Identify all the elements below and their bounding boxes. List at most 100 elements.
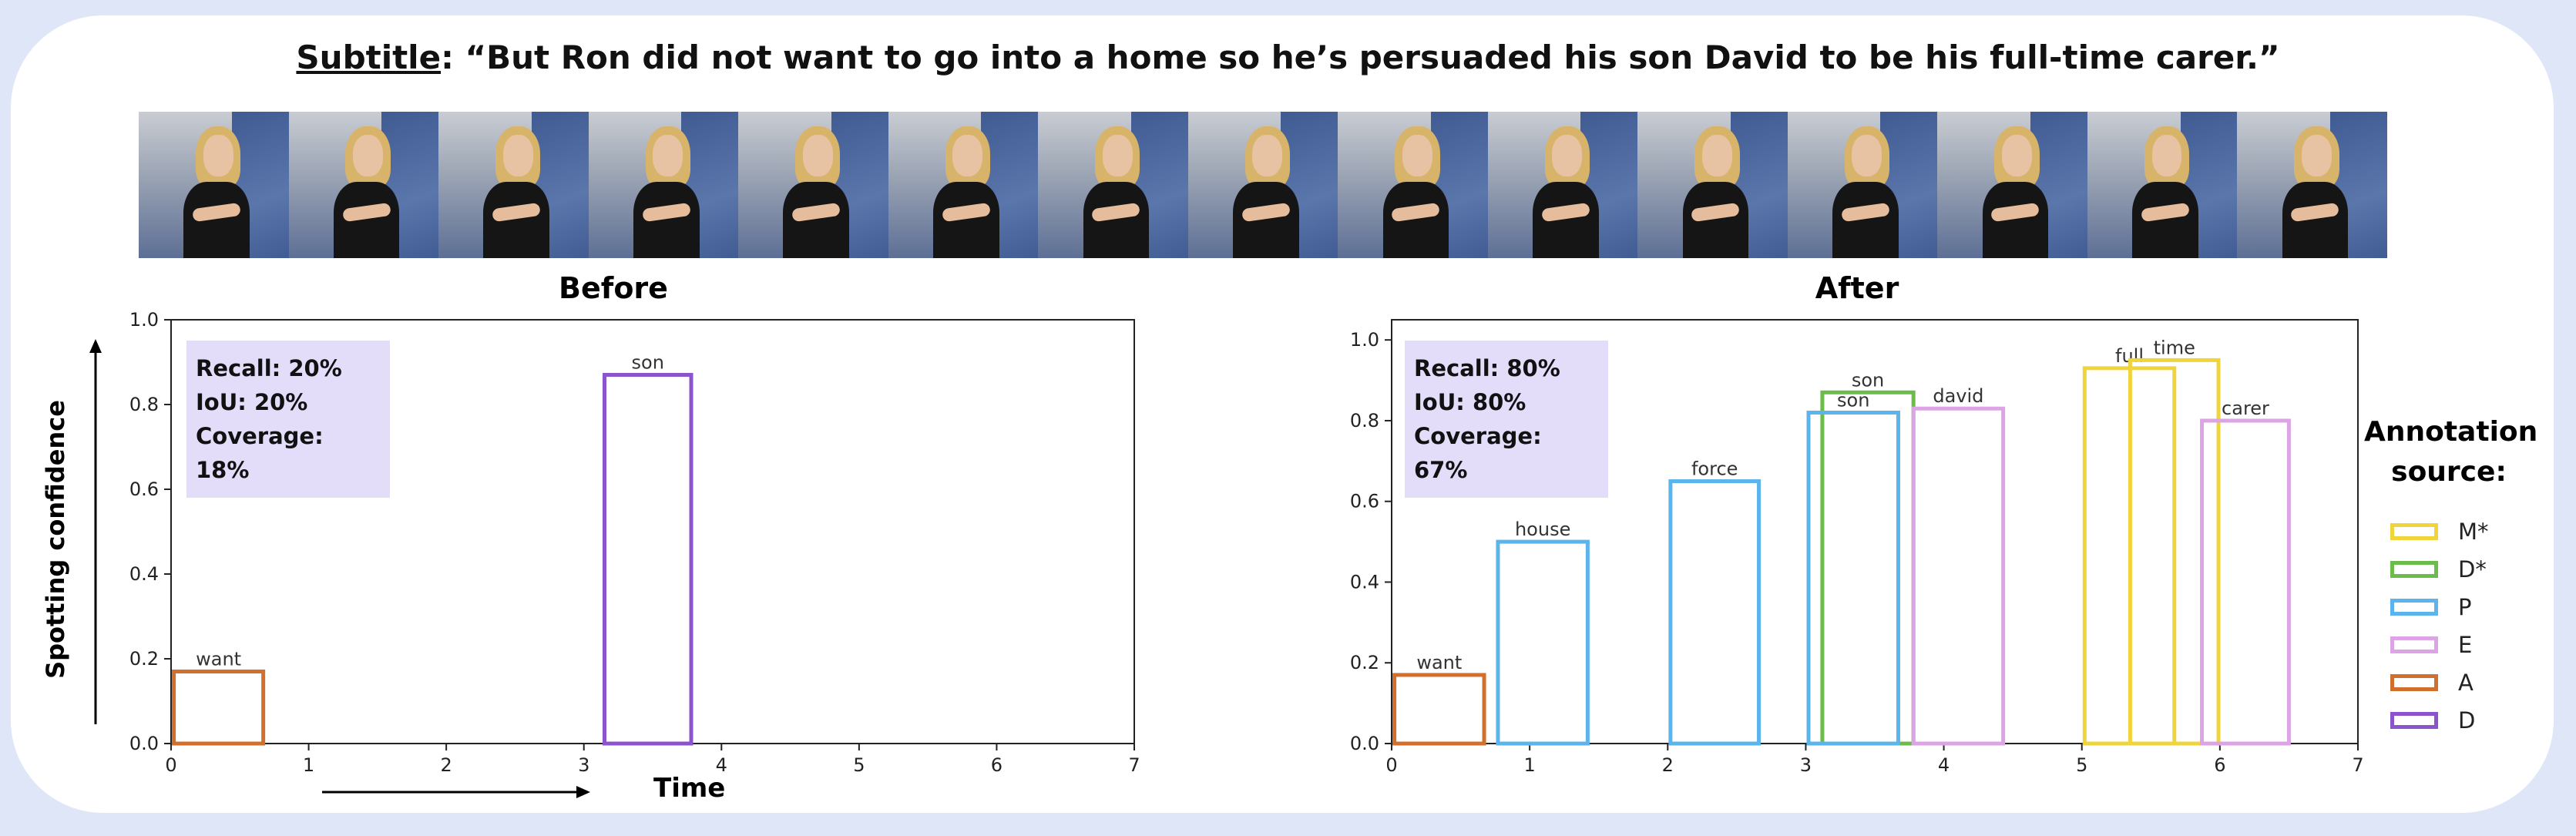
after-bar-force [1668, 479, 1762, 746]
after-x-tick-label: 1 [1524, 754, 1536, 776]
video-frame [738, 112, 888, 258]
legend-swatch [2390, 522, 2438, 540]
after-bar-son [1806, 410, 1900, 746]
after-y-tick-label: 1.0 [1350, 329, 1379, 351]
legend-item: A [2390, 663, 2489, 701]
after-x-tick-label: 3 [1800, 754, 1812, 776]
before-iou: IoU: 20% [196, 389, 308, 415]
after-bar-label: son [1837, 389, 1869, 411]
after-y-tick-label: 0.6 [1350, 491, 1379, 512]
video-frame-strip [139, 112, 2387, 258]
legend-label: E [2458, 631, 2473, 658]
after-bar-label: want [1416, 652, 1462, 673]
after-bar-label: force [1691, 458, 1738, 480]
before-x-tick-label: 7 [1128, 754, 1140, 776]
video-frame [888, 112, 1039, 258]
video-frame [588, 112, 739, 258]
after-bar-label: carer [2222, 398, 2269, 419]
legend-item: E [2390, 626, 2489, 663]
video-frame [1487, 112, 1638, 258]
legend-title: Annotation source: [2364, 416, 2538, 488]
video-frame [1937, 112, 2087, 258]
before-x-tick-label: 1 [303, 754, 314, 776]
legend-label: D [2458, 707, 2476, 734]
time-arrowhead [576, 786, 590, 798]
after-bar-david [1911, 406, 2006, 746]
after-x-tick-label: 2 [1662, 754, 1674, 776]
after-panel-title: After [1815, 271, 1899, 305]
video-frame [1038, 112, 1188, 258]
legend-item: M* [2390, 512, 2489, 550]
after-x-tick-label: 0 [1385, 754, 1397, 776]
video-frame [2087, 112, 2238, 258]
video-frame [1637, 112, 1788, 258]
video-frame [288, 112, 439, 258]
after-bar-time [2128, 358, 2221, 746]
subtitle-text: : “But Ron did not want to go into a hom… [441, 39, 2280, 76]
after-bar-label: david [1933, 385, 1983, 407]
legend-swatch [2390, 673, 2438, 691]
before-recall: Recall: 20% [196, 355, 342, 381]
legend-item: D* [2390, 550, 2489, 588]
legend: M* D* P E A D [2390, 512, 2489, 739]
legend-swatch [2390, 636, 2438, 653]
video-frame [438, 112, 589, 258]
after-bar-label: time [2154, 337, 2195, 358]
video-frame [1187, 112, 1338, 258]
before-panel-title: Before [559, 271, 668, 305]
after-x-tick-label: 7 [2352, 754, 2363, 776]
before-x-tick-label: 6 [991, 754, 1003, 776]
before-x-tick-label: 0 [165, 754, 176, 776]
after-y-tick-label: 0.2 [1350, 652, 1379, 673]
legend-label: A [2458, 669, 2474, 696]
legend-label: M* [2458, 518, 2489, 545]
y-axis-arrowhead [89, 339, 102, 353]
after-x-tick-label: 5 [2076, 754, 2087, 776]
after-iou: IoU: 80% [1414, 389, 1526, 415]
before-bar-want [172, 670, 266, 746]
before-y-tick-label: 0.6 [129, 478, 159, 500]
legend-item: D [2390, 701, 2489, 739]
after-y-tick-label: 0.4 [1350, 571, 1379, 593]
before-y-tick-label: 0.4 [129, 563, 159, 585]
before-x-tick-label: 3 [578, 754, 589, 776]
video-frame [1338, 112, 1488, 258]
after-coverage: Coverage: 67% [1414, 423, 1542, 483]
after-bar-want [1392, 673, 1486, 746]
after-x-tick-label: 6 [2214, 754, 2225, 776]
after-bar-house [1496, 539, 1590, 746]
legend-label: P [2458, 593, 2472, 620]
before-bar-label: want [196, 649, 241, 670]
subtitle-line: Subtitle: “But Ron did not want to go in… [0, 39, 2576, 76]
before-x-tick-label: 2 [441, 754, 452, 776]
legend-swatch [2390, 560, 2438, 578]
before-y-tick-label: 0.2 [129, 648, 159, 670]
before-y-tick-label: 1.0 [129, 309, 159, 331]
after-bar-carer [2200, 418, 2291, 746]
y-axis-label: Spotting confidence [41, 400, 70, 679]
after-y-tick-label: 0.8 [1350, 410, 1379, 431]
before-x-tick-label: 4 [716, 754, 727, 776]
time-axis-label: Time [653, 773, 726, 804]
video-frame [139, 112, 289, 258]
after-stats-box: Recall: 80% IoU: 80% Coverage: 67% [1405, 341, 1608, 498]
after-y-tick-label: 0.0 [1350, 733, 1379, 754]
after-bar-label: son [1852, 369, 1884, 391]
after-bar-label: house [1515, 519, 1570, 540]
before-stats-box: Recall: 20% IoU: 20% Coverage: 18% [186, 341, 390, 498]
before-y-tick-label: 0.8 [129, 394, 159, 415]
before-bar-label: son [632, 352, 664, 374]
after-recall: Recall: 80% [1414, 355, 1560, 381]
video-frame [2237, 112, 2387, 258]
legend-swatch [2390, 711, 2438, 729]
before-y-tick-label: 0.0 [129, 733, 159, 754]
legend-item: P [2390, 588, 2489, 626]
video-frame [1787, 112, 1938, 258]
after-x-tick-label: 4 [1938, 754, 1950, 776]
legend-label: D* [2458, 556, 2487, 583]
before-x-tick-label: 5 [853, 754, 865, 776]
before-bar-son [603, 373, 694, 746]
subtitle-label: Subtitle [296, 39, 442, 76]
